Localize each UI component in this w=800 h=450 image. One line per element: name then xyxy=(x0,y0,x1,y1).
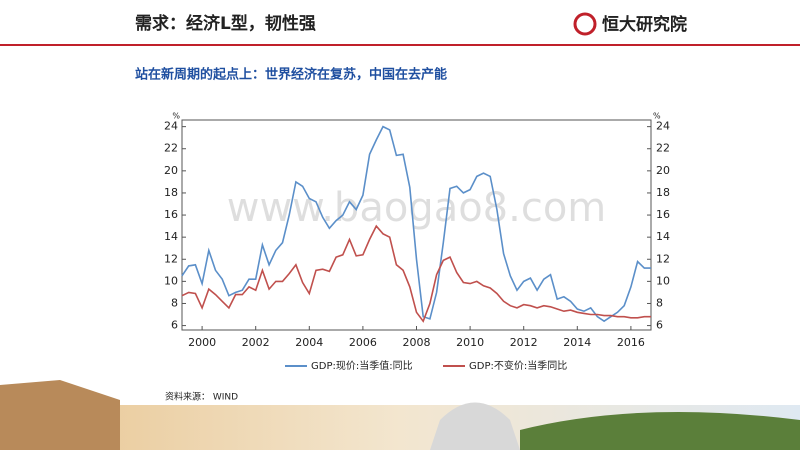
x-tick-label: 2008 xyxy=(403,336,431,349)
x-tick-label: 2016 xyxy=(617,336,645,349)
footer-building xyxy=(0,380,120,450)
y2-tick-label: 10 xyxy=(656,274,670,287)
x-tick-label: 2002 xyxy=(242,336,270,349)
y2-tick-label: 12 xyxy=(656,252,670,265)
y-tick-label: 16 xyxy=(164,208,178,221)
subtitle: 站在新周期的起点上：世界经济在复苏，中国在去产能 xyxy=(135,67,447,83)
y-unit: % xyxy=(172,112,180,121)
y-tick-label: 24 xyxy=(164,120,178,133)
watermark: www.baogao8.com xyxy=(227,185,607,231)
y2-tick-label: 16 xyxy=(656,208,670,221)
x-tick-label: 2004 xyxy=(295,336,323,349)
y2-tick-label: 8 xyxy=(656,296,663,309)
y2-tick-label: 14 xyxy=(656,230,670,243)
footer-trees xyxy=(520,412,800,450)
x-tick-label: 2010 xyxy=(456,336,484,349)
y-tick-label: 20 xyxy=(164,164,178,177)
legend-label: GDP:不变价:当季同比 xyxy=(469,359,567,372)
y-tick-label: 14 xyxy=(164,230,178,243)
y2-tick-label: 24 xyxy=(656,120,670,133)
y2-tick-label: 22 xyxy=(656,142,670,155)
y-tick-label: 8 xyxy=(171,296,178,309)
legend-label: GDP:现价:当季值:同比 xyxy=(311,359,413,372)
footer-building xyxy=(430,402,520,450)
source: 资料来源： WIND xyxy=(165,391,238,403)
logo-icon xyxy=(573,12,597,36)
x-tick-label: 2000 xyxy=(188,336,216,349)
series-line xyxy=(181,125,651,323)
y2-tick-label: 18 xyxy=(656,186,670,199)
y-tick-label: 18 xyxy=(164,186,178,199)
x-tick-label: 2006 xyxy=(349,336,377,349)
y-tick-label: 10 xyxy=(164,274,178,287)
y2-unit: % xyxy=(653,112,661,121)
y2-tick-label: 20 xyxy=(656,164,670,177)
series-line xyxy=(181,224,651,323)
y2-tick-label: 6 xyxy=(656,319,663,332)
y-tick-label: 22 xyxy=(164,142,178,155)
x-tick-label: 2012 xyxy=(510,336,538,349)
logo: 恒大研究院 xyxy=(602,14,687,35)
y-tick-label: 6 xyxy=(171,319,178,332)
x-tick-label: 2014 xyxy=(563,336,591,349)
slide-title: 需求：经济L型，韧性强 xyxy=(135,13,316,34)
y-tick-label: 12 xyxy=(164,252,178,265)
